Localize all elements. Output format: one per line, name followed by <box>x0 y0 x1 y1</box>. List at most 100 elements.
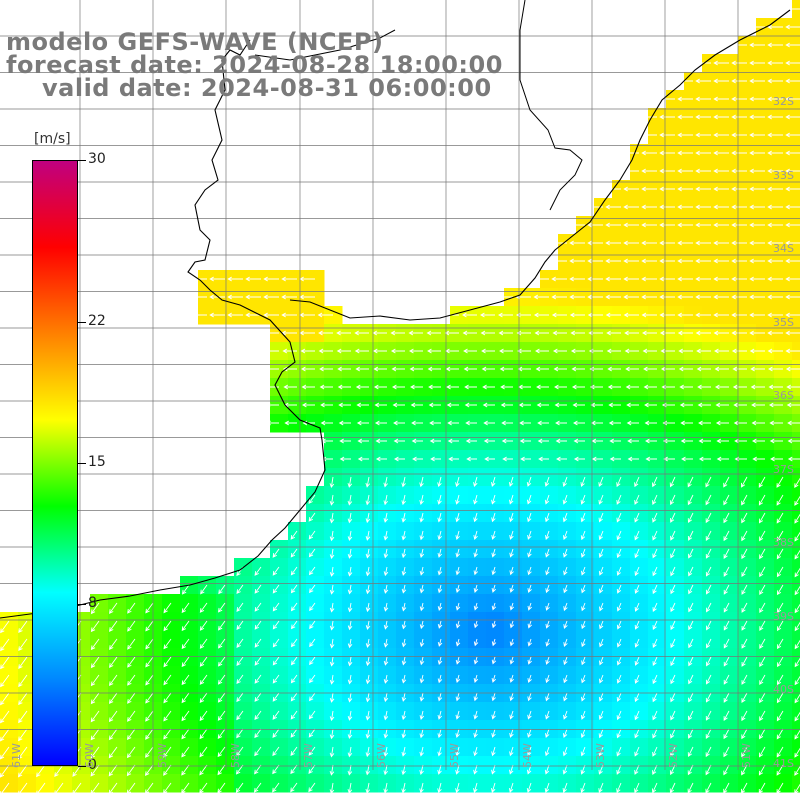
wind-arrow <box>309 656 316 666</box>
wind-arrow <box>527 548 532 558</box>
wind-arrow <box>501 438 513 444</box>
wind-arrow <box>723 476 730 488</box>
wind-cell <box>792 594 800 613</box>
wind-arrow <box>109 638 118 650</box>
wind-arrow <box>785 168 800 174</box>
wind-arrow <box>641 186 657 192</box>
wind-arrow <box>677 258 693 264</box>
wind-arrow <box>17 782 28 796</box>
wind-arrow <box>741 674 748 685</box>
wind-cell <box>684 306 703 325</box>
wind-arrow <box>527 728 532 738</box>
wind-arrow <box>695 186 711 192</box>
wind-arrow <box>605 258 621 264</box>
wind-arrow <box>767 78 783 84</box>
wind-arrow <box>430 456 441 462</box>
wind-arrow <box>455 674 461 684</box>
wind-arrow <box>419 566 425 576</box>
wind-arrow <box>482 402 495 408</box>
wind-cell <box>648 108 667 127</box>
wind-arrow <box>266 420 279 426</box>
wind-cell <box>720 198 739 217</box>
wind-arrow <box>383 548 389 559</box>
wind-arrow <box>356 420 369 426</box>
wind-vectors <box>0 6 800 796</box>
wind-arrow <box>677 132 693 138</box>
wind-arrow <box>508 782 514 793</box>
wind-cell <box>648 270 667 289</box>
wind-arrow <box>473 476 478 488</box>
wind-cell <box>666 234 685 253</box>
wind-cell <box>360 342 379 361</box>
wind-arrow <box>145 746 154 758</box>
wind-arrow <box>767 276 783 282</box>
wind-arrow <box>374 402 387 408</box>
wind-arrow <box>623 222 639 228</box>
wind-arrow <box>236 746 244 757</box>
wind-cell <box>594 342 613 361</box>
wind-arrow <box>126 764 136 777</box>
wind-arrow <box>544 494 550 505</box>
wind-cell <box>738 396 757 415</box>
wind-arrow <box>580 782 586 793</box>
wind-arrow <box>455 746 460 757</box>
wind-arrow <box>163 728 172 740</box>
wind-cell <box>774 108 793 127</box>
wind-cell <box>378 450 397 469</box>
wind-arrow <box>670 602 676 613</box>
wind-cell <box>774 72 793 91</box>
wind-arrow <box>634 494 640 505</box>
wind-arrow <box>545 548 550 558</box>
wind-arrow <box>749 276 765 282</box>
wind-arrow <box>616 548 622 559</box>
wind-arrow <box>769 420 783 426</box>
colorbar-tick-mark <box>78 766 86 767</box>
wind-arrow <box>383 656 389 666</box>
wind-cell <box>792 756 800 775</box>
wind-arrow <box>598 566 604 576</box>
wind-arrow <box>337 384 351 390</box>
wind-arrow <box>319 384 333 390</box>
wind-arrow <box>688 566 694 577</box>
wind-cell <box>774 396 793 415</box>
wind-cell <box>486 306 505 325</box>
wind-arrow <box>731 114 747 120</box>
wind-cell <box>522 306 541 325</box>
wind-arrow <box>741 620 748 631</box>
wind-cell <box>414 324 433 343</box>
wind-arrow <box>634 548 640 559</box>
wind-arrow <box>281 312 297 318</box>
wind-cell <box>756 36 775 55</box>
wind-arrow <box>473 656 479 665</box>
wind-arrow <box>272 746 280 757</box>
wind-arrow <box>347 764 353 776</box>
wind-cell <box>576 234 595 253</box>
wind-cell <box>504 378 523 397</box>
wind-arrow <box>677 168 693 174</box>
wind-cell <box>720 90 739 109</box>
wind-arrow <box>538 456 549 462</box>
wind-arrow <box>545 584 550 594</box>
wind-arrow <box>509 746 514 757</box>
wind-cell <box>720 432 739 451</box>
wind-cell <box>684 450 703 469</box>
wind-arrow <box>713 204 729 210</box>
wind-arrow <box>605 294 621 300</box>
wind-arrow <box>308 710 316 720</box>
wind-arrow <box>383 584 389 594</box>
wind-cell <box>612 216 631 235</box>
wind-arrow <box>695 294 711 300</box>
wind-arrow <box>290 782 298 793</box>
wind-arrow <box>365 764 371 776</box>
wind-arrow <box>329 584 335 595</box>
wind-cell <box>558 396 577 415</box>
wind-arrow <box>419 674 425 684</box>
wind-cell <box>324 342 343 361</box>
wind-cell <box>756 144 775 163</box>
wind-cell <box>504 450 523 469</box>
wind-arrow <box>419 638 425 648</box>
wind-arrow <box>555 438 567 444</box>
wind-arrow <box>127 620 136 632</box>
wind-arrow <box>272 548 280 558</box>
wind-arrow <box>217 620 226 631</box>
